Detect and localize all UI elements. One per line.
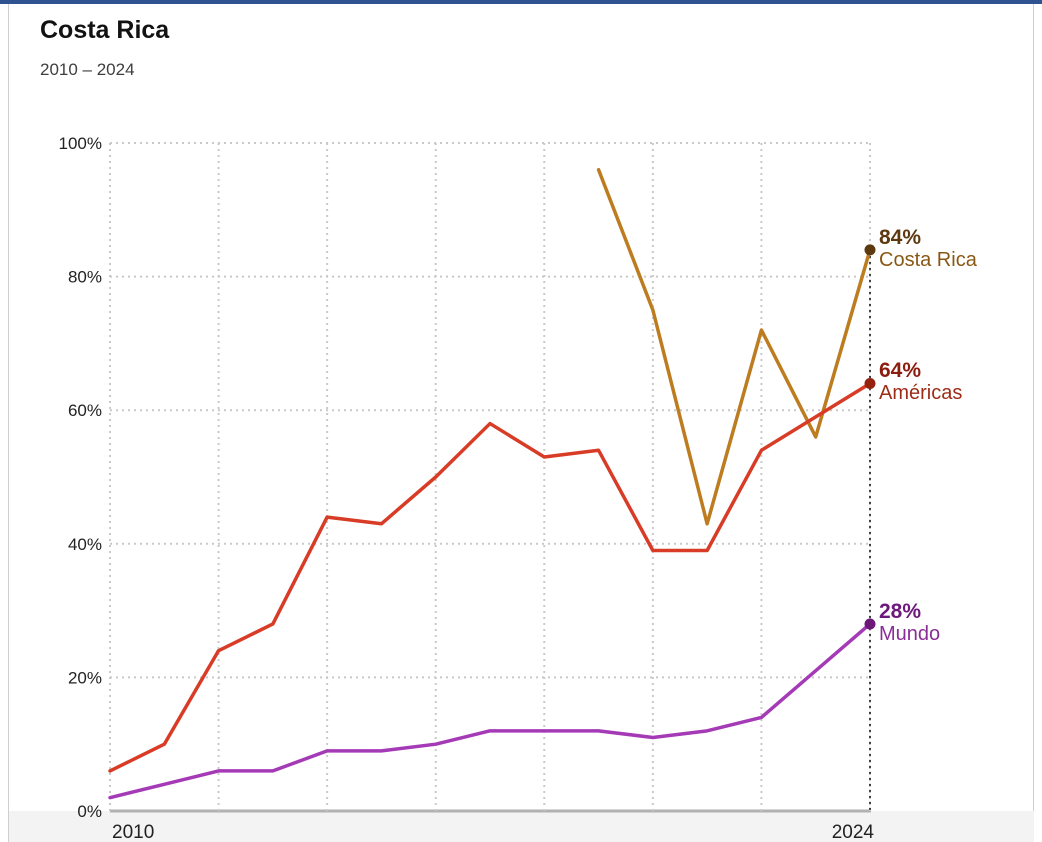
series-line-mundo bbox=[108, 622, 872, 800]
end-dot-costa-rica bbox=[864, 244, 876, 256]
end-label-value-americas: 64% bbox=[879, 359, 922, 383]
y-tick-label-60: 60% bbox=[68, 401, 102, 420]
y-tick-label-80: 80% bbox=[68, 268, 102, 287]
series-line-costa-rica bbox=[596, 167, 872, 526]
y-tick-label-40: 40% bbox=[68, 535, 102, 554]
chart-panel bbox=[8, 4, 1034, 842]
top-accent-bar bbox=[0, 0, 1042, 4]
chart-title: Costa Rica bbox=[40, 16, 170, 44]
x-tick-label-2010: 2010 bbox=[112, 822, 154, 842]
y-tick-label-100: 100% bbox=[59, 134, 102, 153]
end-label-mundo: 28% Mundo bbox=[879, 599, 941, 645]
end-dot-mundo bbox=[864, 618, 876, 630]
chart-subtitle: 2010 – 2024 bbox=[40, 60, 135, 79]
end-label-value-costa-rica: 84% bbox=[879, 225, 922, 249]
series-line-americas bbox=[108, 381, 872, 773]
end-label-name-costa-rica: Costa Rica bbox=[879, 248, 977, 271]
y-tick-label-0: 0% bbox=[77, 802, 102, 821]
end-label-value-mundo: 28% bbox=[879, 599, 922, 623]
x-tick-label-2024: 2024 bbox=[832, 822, 875, 842]
end-label-name-americas: Américas bbox=[879, 382, 963, 405]
end-dot-americas bbox=[864, 377, 876, 389]
end-label-costa-rica: 84% Costa Rica bbox=[879, 225, 977, 271]
footer-strip bbox=[9, 811, 1034, 842]
y-tick-label-20: 20% bbox=[68, 668, 102, 687]
end-label-americas: 64% Américas bbox=[879, 359, 963, 405]
end-label-name-mundo: Mundo bbox=[879, 622, 941, 645]
